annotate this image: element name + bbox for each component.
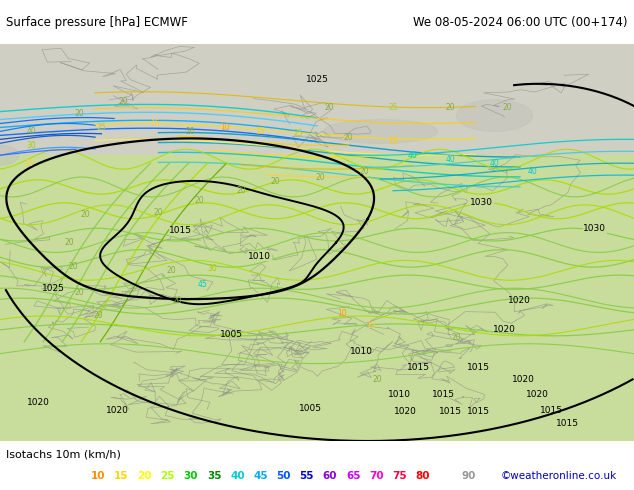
Text: 30: 30 [27, 141, 37, 150]
Text: 20: 20 [445, 103, 455, 112]
Text: 35: 35 [207, 471, 221, 481]
Text: 20: 20 [172, 295, 183, 305]
Text: 30: 30 [184, 471, 198, 481]
Text: 40: 40 [230, 471, 245, 481]
Text: 55: 55 [300, 471, 314, 481]
Text: 15: 15 [255, 127, 265, 136]
Text: 15: 15 [150, 119, 160, 128]
Text: 25: 25 [160, 471, 175, 481]
Text: 1005: 1005 [220, 330, 243, 339]
Text: 60: 60 [323, 471, 337, 481]
Text: 20: 20 [81, 210, 91, 219]
Text: 1020: 1020 [512, 375, 534, 384]
Ellipse shape [0, 146, 19, 165]
Text: 10: 10 [220, 123, 230, 132]
Text: 20: 20 [119, 97, 129, 106]
Text: 20: 20 [166, 266, 176, 275]
Text: 1015: 1015 [467, 363, 490, 372]
Text: 1005: 1005 [299, 404, 322, 413]
Ellipse shape [323, 120, 437, 143]
Text: 1030: 1030 [470, 198, 493, 207]
Text: 1020: 1020 [526, 390, 549, 399]
Text: 45: 45 [253, 471, 268, 481]
Text: 75: 75 [392, 471, 407, 481]
Text: 1015: 1015 [169, 226, 192, 235]
Text: 85: 85 [439, 471, 453, 481]
Text: 80: 80 [415, 471, 430, 481]
Text: 20: 20 [195, 196, 205, 205]
Text: 20: 20 [451, 333, 462, 343]
Text: 15: 15 [114, 471, 129, 481]
Text: 90: 90 [462, 471, 476, 481]
Text: 20: 20 [68, 262, 78, 271]
Text: 20: 20 [271, 176, 281, 186]
Text: 40: 40 [527, 167, 538, 175]
Text: 40: 40 [27, 127, 37, 136]
Text: Isotachs 10m (km/h): Isotachs 10m (km/h) [6, 450, 121, 460]
Text: 1015: 1015 [432, 390, 455, 399]
Text: 1010: 1010 [350, 347, 373, 356]
Text: 50: 50 [276, 471, 291, 481]
Text: 20: 20 [93, 312, 103, 320]
Text: 65: 65 [346, 471, 361, 481]
Text: 20: 20 [74, 288, 84, 296]
Text: 1030: 1030 [583, 224, 606, 233]
Text: 1015: 1015 [467, 407, 490, 416]
Text: ©weatheronline.co.uk: ©weatheronline.co.uk [501, 471, 617, 481]
Text: 1015: 1015 [439, 407, 462, 416]
Text: 10: 10 [91, 471, 105, 481]
Text: 30: 30 [207, 264, 217, 273]
Text: 20: 20 [372, 375, 382, 384]
Text: 20: 20 [502, 103, 512, 112]
Bar [0, 44, 634, 155]
Text: 45: 45 [198, 280, 208, 289]
Bar [0, 155, 634, 441]
Text: 70: 70 [369, 471, 384, 481]
Text: 1010: 1010 [249, 252, 271, 261]
Ellipse shape [456, 99, 533, 131]
Text: 20: 20 [315, 172, 325, 182]
Text: 15: 15 [388, 137, 398, 146]
Text: 1010: 1010 [388, 390, 411, 399]
Text: 15: 15 [23, 159, 34, 168]
Text: 1020: 1020 [394, 407, 417, 416]
Text: 40: 40 [489, 159, 500, 168]
Text: 15: 15 [366, 321, 376, 330]
Text: 25: 25 [388, 103, 398, 112]
Text: 20: 20 [153, 208, 164, 217]
Text: 20: 20 [74, 109, 84, 118]
Text: 20: 20 [236, 187, 246, 196]
Text: 25: 25 [293, 129, 303, 138]
Text: 10: 10 [337, 310, 347, 318]
Text: 1020: 1020 [27, 397, 49, 407]
Text: Surface pressure [hPa] ECMWF: Surface pressure [hPa] ECMWF [6, 16, 188, 28]
Text: 1015: 1015 [540, 406, 563, 415]
Text: 20: 20 [325, 103, 335, 112]
Text: We 08-05-2024 06:00 UTC (00+174): We 08-05-2024 06:00 UTC (00+174) [413, 16, 628, 28]
Text: 20: 20 [65, 238, 75, 247]
Text: 20: 20 [359, 167, 370, 175]
Text: 20: 20 [185, 127, 195, 136]
Text: 1025: 1025 [42, 284, 65, 293]
Text: 1025: 1025 [306, 75, 328, 84]
Text: 40: 40 [407, 151, 417, 160]
Text: 1020: 1020 [106, 406, 129, 415]
Text: 1015: 1015 [407, 363, 430, 372]
Text: 40: 40 [445, 155, 455, 164]
Text: 1015: 1015 [556, 418, 579, 428]
Text: 20: 20 [138, 471, 152, 481]
Text: 1020: 1020 [508, 295, 531, 305]
Text: 1020: 1020 [493, 325, 515, 334]
Text: 25: 25 [96, 123, 107, 132]
Text: 20: 20 [344, 133, 354, 142]
